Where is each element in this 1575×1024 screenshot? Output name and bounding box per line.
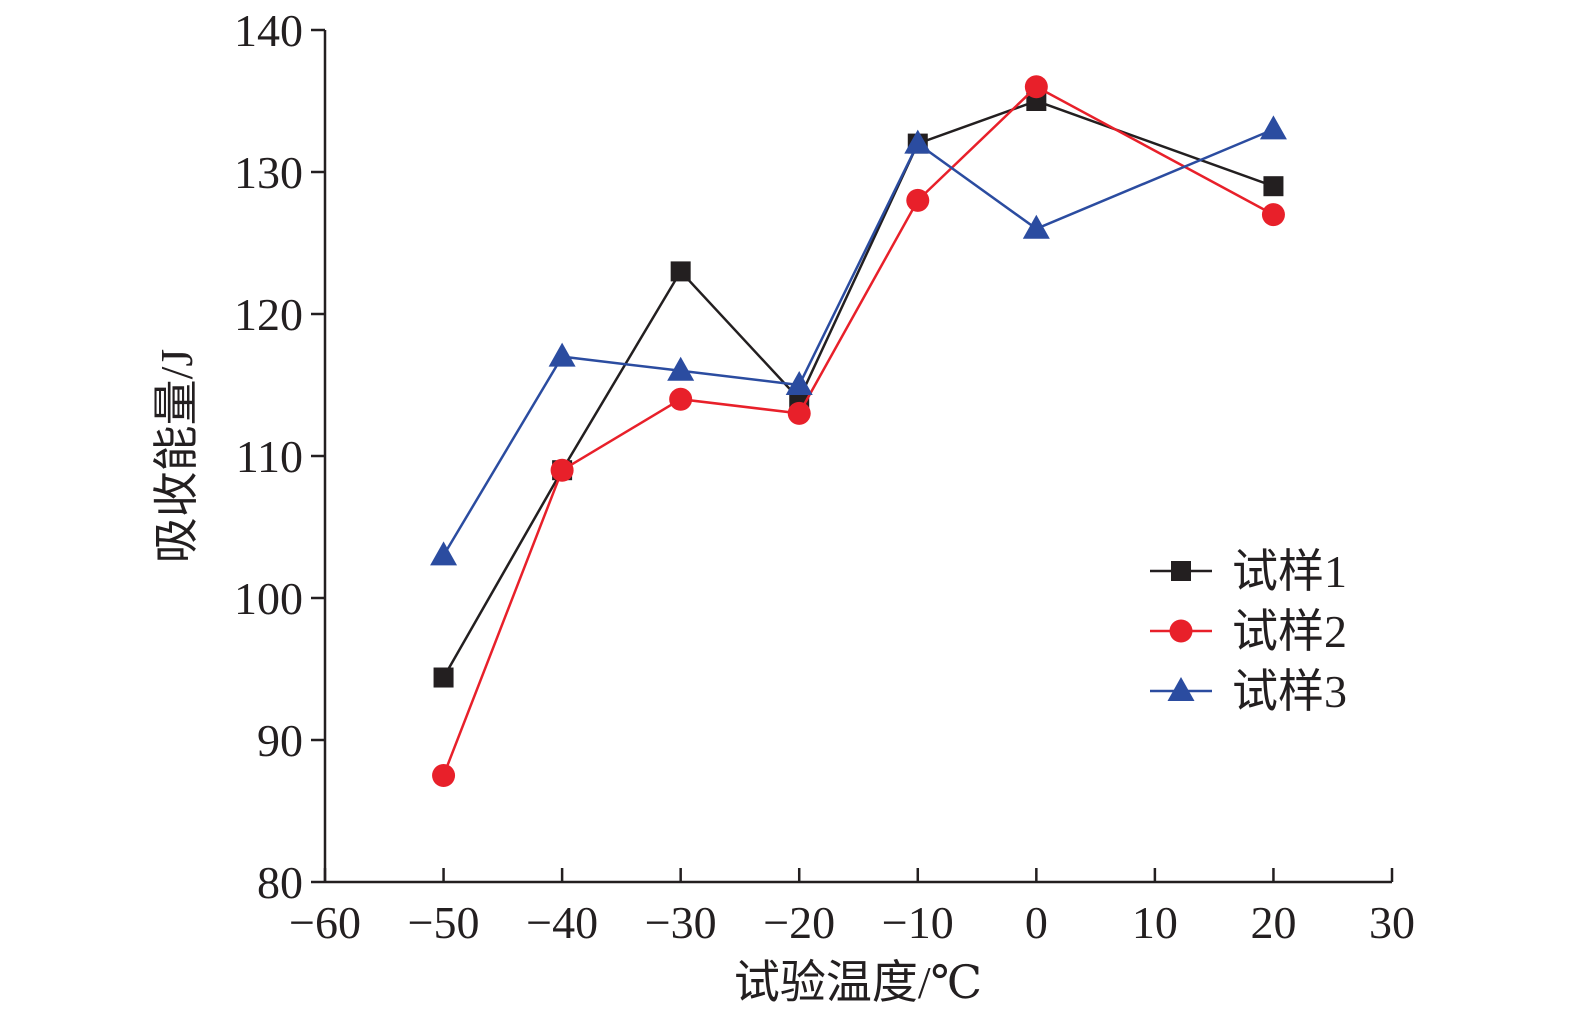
x-axis-title: 试验温度/℃ — [734, 957, 982, 1008]
series-2 — [432, 75, 1285, 787]
y-tick-label: 80 — [257, 857, 303, 908]
series-2-point — [787, 401, 811, 425]
x-ticks: −60 −50 −40 −30 −20 −10 0 10 20 30 — [289, 868, 1415, 948]
legend-label: 试样2 — [1232, 606, 1347, 657]
series-2-point — [550, 458, 574, 482]
y-tick-label: 130 — [234, 147, 303, 198]
x-tick-label: −30 — [645, 897, 717, 948]
series-3-line — [442, 128, 1274, 557]
y-tick-label: 120 — [234, 289, 303, 340]
series-3-point — [1259, 115, 1287, 140]
series-3-point — [785, 371, 813, 395]
x-tick-label: 0 — [1025, 897, 1048, 948]
y-tick-label: 100 — [234, 573, 303, 624]
x-tick-label: 10 — [1132, 897, 1178, 948]
y-tick-label: 90 — [257, 715, 303, 766]
series-3 — [430, 115, 1287, 566]
y-axis-title: 吸收能量/J — [151, 349, 202, 564]
series-2-point — [1261, 203, 1285, 227]
legend-label: 试样3 — [1232, 666, 1347, 717]
x-tick-label: −10 — [882, 897, 954, 948]
series-3-point — [430, 541, 458, 566]
series-1-line — [442, 99, 1274, 679]
series-3-point — [1022, 214, 1050, 239]
y-tick-label: 110 — [236, 431, 303, 482]
series-2-point — [906, 188, 930, 212]
y-ticks: 80 90 100 110 120 130 140 — [234, 5, 325, 908]
x-tick-label: −50 — [408, 897, 480, 948]
legend-marker — [1167, 677, 1195, 701]
legend-label: 试样1 — [1232, 546, 1347, 597]
legend-marker — [1169, 619, 1193, 643]
y-tick-label: 140 — [234, 5, 303, 56]
legend-marker — [1171, 561, 1191, 581]
series-1-point — [433, 667, 454, 688]
series-2-point — [669, 387, 693, 411]
x-tick-label: 30 — [1369, 897, 1415, 948]
series-2-line — [442, 85, 1275, 776]
legend-item-3: 试样3 — [1150, 666, 1347, 717]
series-layer — [430, 75, 1287, 787]
series-3-point — [667, 356, 695, 381]
x-tick-label: −20 — [763, 897, 835, 948]
series-3-point — [548, 342, 576, 367]
legend: 试样1 试样2 试样3 — [1150, 546, 1347, 717]
series-2-point — [432, 764, 456, 787]
x-tick-label: 20 — [1250, 897, 1296, 948]
series-1-point — [670, 261, 691, 282]
x-tick-label: −40 — [526, 897, 598, 948]
series-1-point — [1263, 176, 1284, 197]
axes — [323, 30, 1392, 884]
series-2-point — [1024, 75, 1048, 99]
series-1 — [433, 91, 1284, 688]
series-3-point — [904, 129, 932, 154]
legend-item-1: 试样1 — [1150, 546, 1347, 597]
x-tick-label: −60 — [289, 897, 361, 948]
legend-item-2: 试样2 — [1150, 606, 1347, 657]
